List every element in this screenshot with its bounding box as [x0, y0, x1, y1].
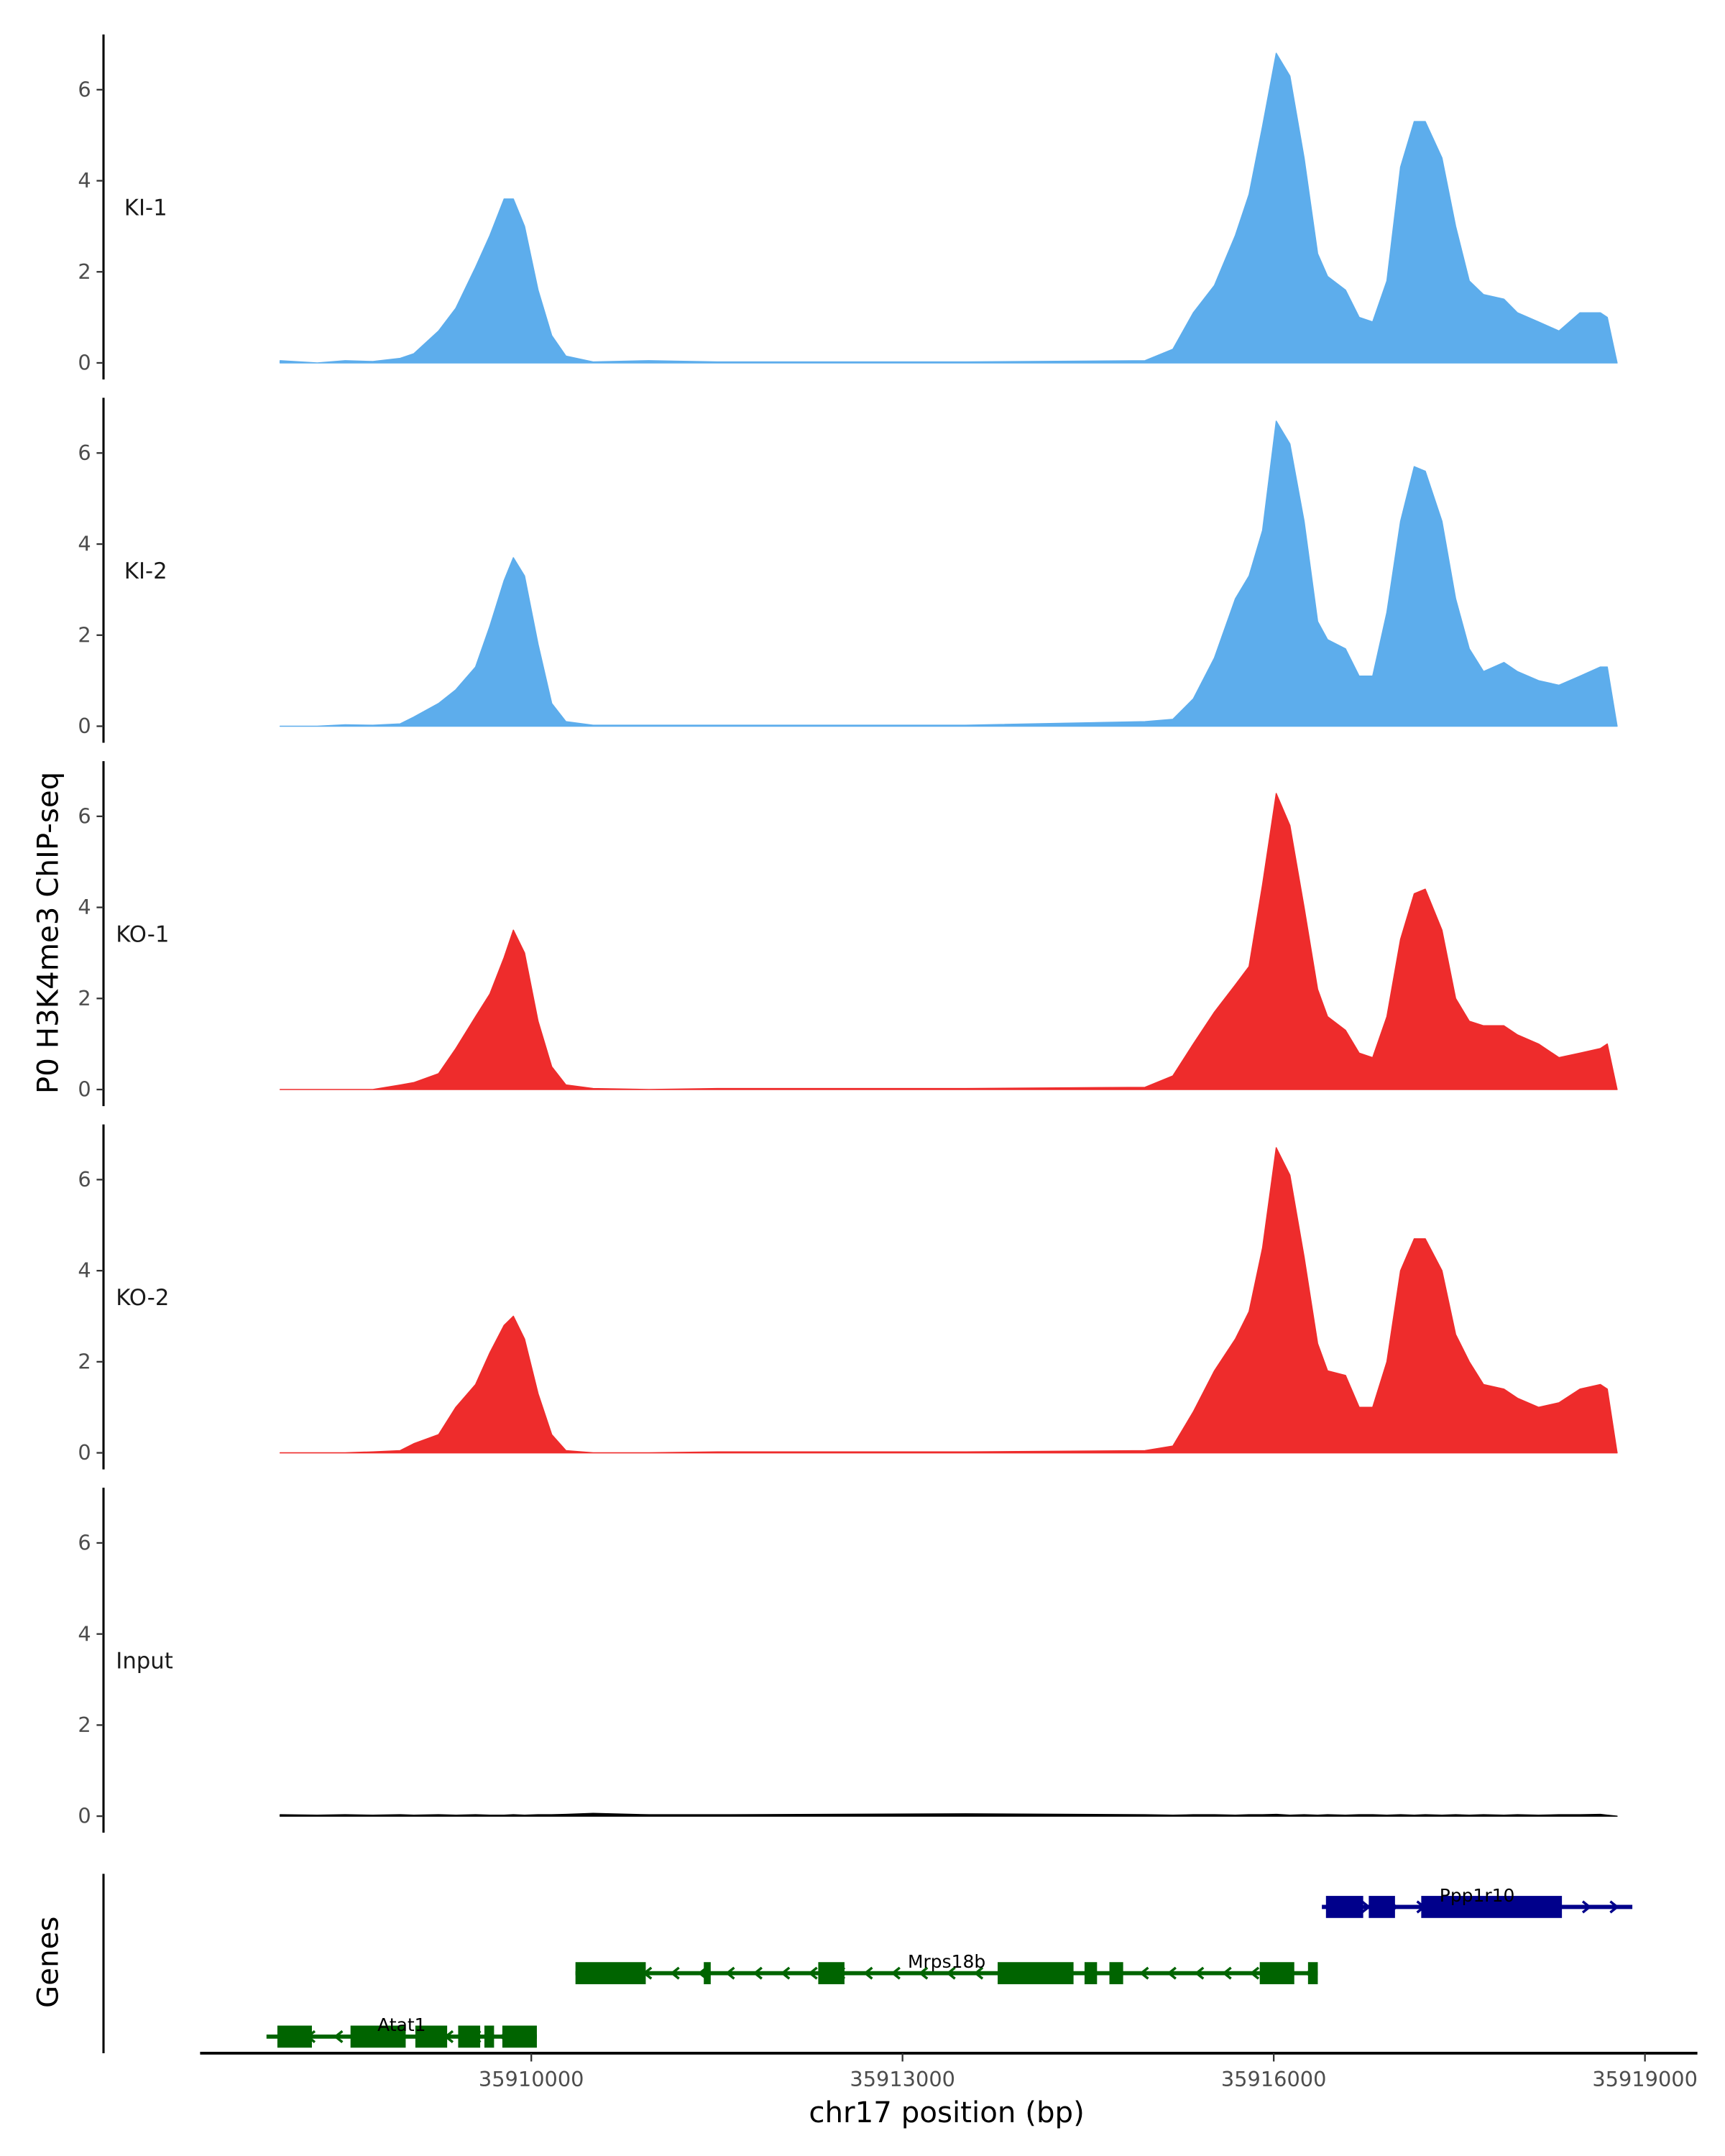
exon-mrps18b [818, 1962, 845, 1984]
x-tick-label: 35919000 [1592, 2067, 1698, 2091]
strand-arrow-icon [1139, 1966, 1149, 1980]
signal-area-ki-2 [279, 420, 1618, 727]
y-tick-label: 6 [78, 803, 91, 828]
y-axis-title: P0 H3K4me3 ChIP-seq [32, 772, 65, 1094]
y-tick-label: 2 [78, 259, 91, 284]
strand-arrow-icon [973, 1966, 984, 1980]
y-tick-label: 6 [78, 441, 91, 465]
exon-mrps18b [575, 1962, 646, 1984]
genes-axis-title: Genes [32, 1917, 65, 2008]
strand-arrow-icon [918, 1966, 929, 1980]
y-tick-label: 6 [78, 77, 91, 101]
y-tick-label: 0 [78, 351, 91, 375]
strand-arrow-icon [863, 1966, 873, 1980]
strand-arrow-icon [891, 1966, 901, 1980]
strand-arrow-icon [1167, 1966, 1177, 1980]
x-tick-label: 35913000 [850, 2067, 955, 2091]
y-tick-label: 0 [78, 1077, 91, 1102]
exon-atat1 [277, 2025, 312, 2048]
exon-mrps18b [1084, 1962, 1098, 1984]
exon-atat1 [458, 2025, 481, 2048]
strand-arrow-icon [1581, 1900, 1592, 1914]
track-label: KI-1 [124, 195, 167, 221]
strand-arrow-icon [780, 1966, 791, 1980]
gene-label-ppp1r10: Ppp1r10 [1440, 1885, 1515, 1906]
y-tick-label: 6 [78, 1167, 91, 1192]
y-tick-label: 0 [78, 1440, 91, 1465]
y-tick-label: 4 [78, 1258, 91, 1283]
track-label: KO-2 [116, 1285, 169, 1311]
strand-arrow-icon [1194, 1966, 1205, 1980]
y-tick-label: 2 [78, 1713, 91, 1737]
strand-arrow-icon [334, 2030, 344, 2043]
exon-ppp1r10 [1368, 1896, 1395, 1918]
y-tick-label: 0 [78, 1804, 91, 1828]
exon-mrps18b [998, 1962, 1074, 1984]
exon-atat1 [350, 2025, 406, 2048]
exon-mrps18b [1259, 1962, 1294, 1984]
track-label: Input [116, 1649, 173, 1674]
x-axis-title: chr17 position (bp) [809, 2096, 1085, 2129]
y-tick-label: 2 [78, 1349, 91, 1373]
track-label: KI-2 [124, 558, 167, 584]
strand-arrow-icon [670, 1966, 680, 1980]
strand-arrow-icon [1609, 1900, 1619, 1914]
y-tick-label: 4 [78, 532, 91, 556]
y-tick-label: 2 [78, 622, 91, 647]
track-label: KO-1 [116, 922, 169, 948]
strand-arrow-icon [946, 1966, 956, 1980]
signal-area-ki-1 [279, 52, 1618, 364]
y-tick-label: 4 [78, 895, 91, 919]
y-tick-label: 6 [78, 1531, 91, 1555]
exon-mrps18b [1307, 1962, 1318, 1984]
x-tick-label: 35916000 [1221, 2067, 1327, 2091]
signal-area-ko-1 [279, 793, 1618, 1090]
gene-label-atat1: Atat1 [377, 2014, 426, 2035]
strand-arrow-icon [725, 1966, 735, 1980]
exon-atat1 [415, 2025, 448, 2048]
strand-arrow-icon [1249, 1966, 1260, 1980]
exon-atat1 [502, 2025, 537, 2048]
gene-label-mrps18b: Mrps18b [908, 1951, 985, 1972]
strand-arrow-icon [1222, 1966, 1232, 1980]
y-tick-label: 4 [78, 1621, 91, 1646]
strand-arrow-icon [808, 1966, 818, 1980]
exon-mrps18b [704, 1962, 711, 1984]
exon-mrps18b [1109, 1962, 1123, 1984]
x-tick-label: 35910000 [479, 2067, 584, 2091]
exon-ppp1r10 [1421, 1896, 1563, 1918]
signal-area-ko-2 [279, 1147, 1618, 1454]
strand-arrow-icon [753, 1966, 763, 1980]
y-tick-label: 4 [78, 168, 91, 193]
y-tick-label: 0 [78, 714, 91, 738]
signal-area-input [279, 1812, 1618, 1817]
y-tick-label: 2 [78, 986, 91, 1010]
exon-atat1 [484, 2025, 494, 2048]
exon-ppp1r10 [1325, 1896, 1363, 1918]
